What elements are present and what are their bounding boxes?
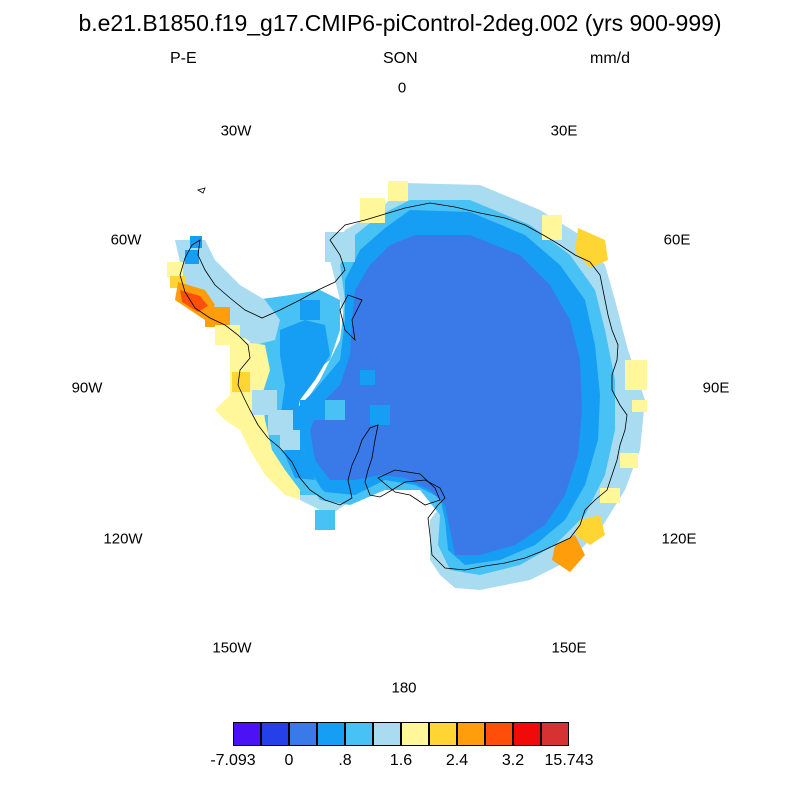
colorbar-label: 15.743 [544,752,594,769]
colorbar-swatch [401,722,429,746]
data-cell [620,453,638,468]
lon-label-60e: 60E [663,231,691,249]
coastline-island [197,187,206,194]
data-cells [167,181,647,590]
colorbar-label: .8 [338,752,352,769]
lon-label-30w: 30W [220,122,252,140]
data-cell [232,372,250,392]
colorbar-swatch [485,722,513,746]
lon-label-90w: 90W [71,379,103,397]
data-cell [325,232,355,262]
colorbar-swatch [317,722,345,746]
center-string: SON [383,50,418,67]
data-cell [325,400,345,420]
lon-label-120e: 120E [661,530,697,548]
colorbar-swatch [541,722,569,746]
colorbar-swatch [457,722,485,746]
data-cell [167,262,183,278]
data-cell [315,510,335,530]
data-cell [552,535,585,572]
left-string: P-E [170,50,197,67]
data-cell [310,235,582,555]
lon-label-0: 0 [397,79,407,97]
lon-label-150e: 150E [551,639,587,657]
data-cell [625,360,647,390]
lon-label-120w: 120W [103,530,143,548]
data-cell [632,400,647,412]
data-cell [542,215,562,240]
units-string: mm/d [590,50,630,67]
data-cell [300,300,320,320]
data-cell [388,181,408,201]
lon-label-30e: 30E [550,122,578,140]
colorbar-swatch [373,722,401,746]
data-cell [240,320,258,338]
colorbar-swatch [345,722,373,746]
colorbar-label: 2.4 [445,752,469,769]
colorbar-label: 3.2 [501,752,525,769]
data-cell [175,240,280,345]
data-cell [575,515,605,545]
colorbar-swatch [289,722,317,746]
data-cell [360,198,385,223]
coastline-ice-shelf [339,294,441,506]
data-cell [185,250,199,264]
colorbar-label: 1.6 [389,752,413,769]
colorbar-swatch [261,722,289,746]
lon-label-150w: 150W [212,639,252,657]
colorbar-swatch [233,722,261,746]
data-cell [205,307,230,327]
lon-label-60w: 60W [110,231,142,249]
colorbar-label: -7.093 [210,752,256,769]
data-cell [300,400,325,420]
data-cell [215,325,245,345]
colorbar-label: 0 [284,752,294,769]
data-cell [280,430,300,450]
colorbar-swatch [429,722,457,746]
data-cell [575,228,608,268]
data-cell [370,405,390,425]
data-cell [360,370,375,385]
plot-title: b.e21.B1850.f19_g17.CMIP6-piControl-2deg… [78,10,722,36]
lon-label-90e: 90E [702,379,730,397]
data-cell [600,488,620,503]
lon-label-180: 180 [391,679,417,697]
colorbar-swatch [513,722,541,746]
